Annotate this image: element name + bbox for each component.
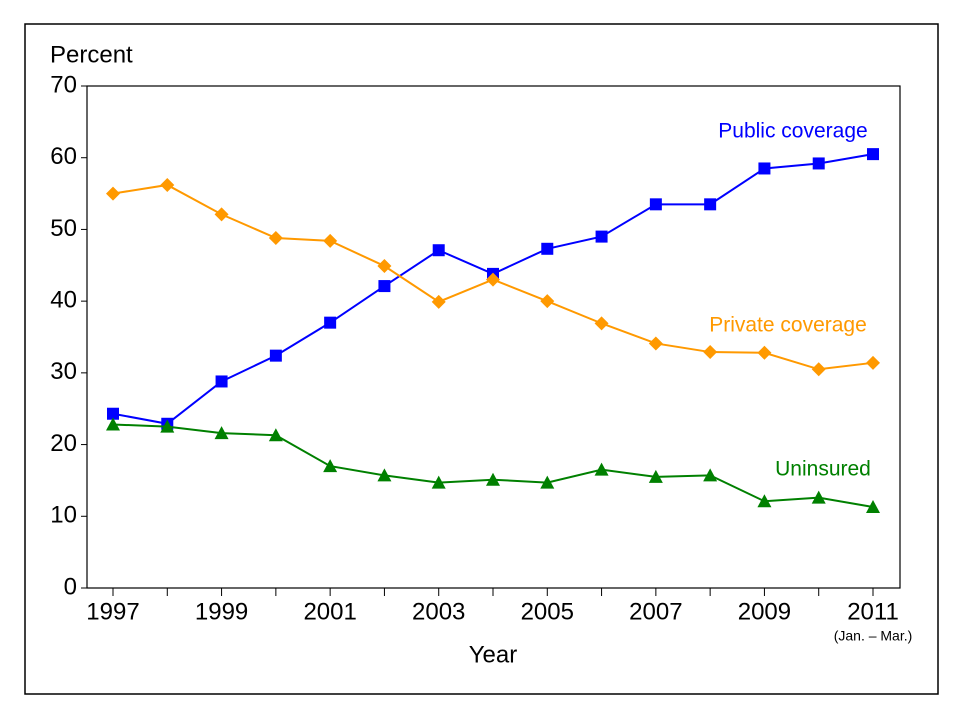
- marker: [812, 157, 825, 170]
- y-tick-label: 40: [50, 286, 77, 313]
- marker: [377, 259, 392, 274]
- marker: [214, 426, 229, 440]
- annotation: (Jan. – Mar.): [834, 628, 913, 644]
- x-tick-label: 2009: [738, 598, 791, 625]
- marker: [811, 362, 826, 377]
- marker: [323, 233, 338, 248]
- x-tick-label: 1997: [86, 598, 139, 625]
- marker: [703, 345, 718, 360]
- marker: [758, 162, 771, 175]
- series-label: Private coverage: [709, 314, 867, 337]
- marker: [648, 469, 663, 483]
- y-tick-label: 30: [50, 358, 77, 385]
- y-tick-label: 10: [50, 502, 77, 529]
- marker: [106, 186, 120, 201]
- marker: [540, 475, 555, 489]
- marker: [811, 490, 826, 504]
- marker: [431, 294, 446, 309]
- marker: [866, 355, 880, 370]
- marker: [431, 475, 446, 489]
- marker: [649, 198, 662, 211]
- frame: [24, 23, 939, 695]
- marker: [323, 459, 338, 473]
- marker: [215, 375, 228, 388]
- marker: [594, 462, 609, 476]
- x-tick-label: 2005: [521, 598, 574, 625]
- marker: [107, 407, 119, 420]
- marker: [160, 177, 175, 192]
- marker: [757, 345, 772, 360]
- marker: [324, 316, 337, 329]
- x-tick-label: 1999: [195, 598, 248, 625]
- marker: [378, 280, 391, 293]
- marker: [866, 499, 880, 513]
- x-tick-label: 2003: [412, 598, 465, 625]
- marker: [594, 316, 609, 331]
- x-tick-label: 2001: [303, 598, 356, 625]
- marker: [541, 242, 554, 255]
- plot-area: [86, 85, 901, 589]
- marker: [867, 148, 879, 161]
- y-tick-label: 60: [50, 143, 77, 170]
- y-tick-label: 20: [50, 430, 77, 457]
- y-axis-label: Percent: [50, 41, 133, 68]
- y-tick-label: 50: [50, 215, 77, 242]
- series-label: Uninsured: [775, 458, 871, 481]
- x-tick-label: 2007: [629, 598, 682, 625]
- marker: [377, 468, 392, 482]
- marker: [268, 231, 283, 246]
- marker: [703, 468, 718, 482]
- marker: [757, 494, 772, 508]
- x-axis-label: Year: [469, 641, 518, 668]
- x-tick-label: 2011: [847, 598, 899, 625]
- y-tick-label: 70: [50, 71, 77, 98]
- marker: [269, 349, 282, 362]
- marker: [214, 207, 229, 222]
- series-label: Public coverage: [718, 120, 867, 143]
- marker: [106, 417, 120, 431]
- marker: [595, 230, 608, 243]
- marker: [486, 272, 500, 287]
- marker: [160, 419, 175, 433]
- marker: [268, 428, 283, 442]
- marker: [704, 198, 717, 211]
- y-tick-label: 0: [64, 573, 77, 600]
- marker: [486, 472, 500, 486]
- marker: [540, 294, 555, 309]
- marker: [648, 336, 663, 351]
- marker: [432, 244, 445, 257]
